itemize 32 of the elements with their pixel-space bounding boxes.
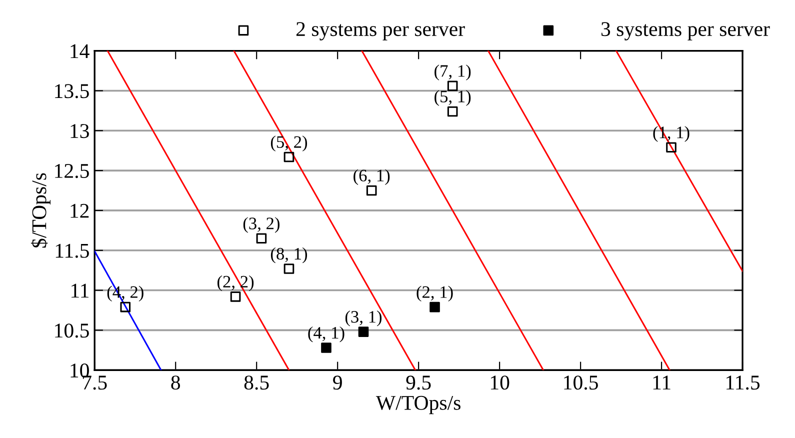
y-tick-label: 11.5: [56, 244, 89, 258]
annotation: (8, 1): [270, 247, 308, 264]
annotation: (4, 1): [308, 326, 344, 342]
annotation: (3, 1): [345, 310, 382, 326]
x-tick-label: 7.5: [82, 376, 107, 390]
y-tick-label: 10: [70, 363, 89, 378]
y-axis-title: $/TOps/s: [30, 173, 51, 248]
x-tick-label: 10: [490, 376, 510, 390]
y-tick-label: 12.5: [55, 164, 89, 178]
x-tick-label: 9: [333, 376, 342, 390]
annotation: (7, 1): [434, 64, 471, 80]
x-tick-label: 11.5: [726, 376, 760, 390]
y-tick-label: 11: [72, 284, 88, 298]
annotation: (5, 1): [434, 90, 471, 106]
legend-label: 3 systems per server: [601, 22, 770, 40]
annotation: (5, 2): [270, 136, 308, 152]
x-tick-label: 10.5: [564, 376, 598, 390]
x-tick-label: 11: [653, 376, 670, 390]
x-tick-label: 9.5: [406, 376, 431, 390]
y-tick-label: 14: [70, 44, 90, 58]
y-tick-label: 10.5: [55, 324, 89, 338]
y-tick-label: 12: [70, 204, 89, 218]
x-axis-title: W/TOps/s: [376, 396, 460, 414]
legend-label: 2 systems per server: [296, 22, 465, 40]
annotation: (2, 2): [217, 275, 254, 292]
y-tick-label: 13: [70, 124, 89, 138]
x-tick-label: 8.5: [244, 376, 269, 390]
annotation: (2, 1): [416, 286, 453, 302]
annotation: (6, 1): [354, 169, 390, 185]
y-tick-label: 13.5: [55, 84, 89, 98]
x-tick-label: 8: [171, 376, 180, 390]
annotation: (3, 2): [243, 217, 280, 233]
